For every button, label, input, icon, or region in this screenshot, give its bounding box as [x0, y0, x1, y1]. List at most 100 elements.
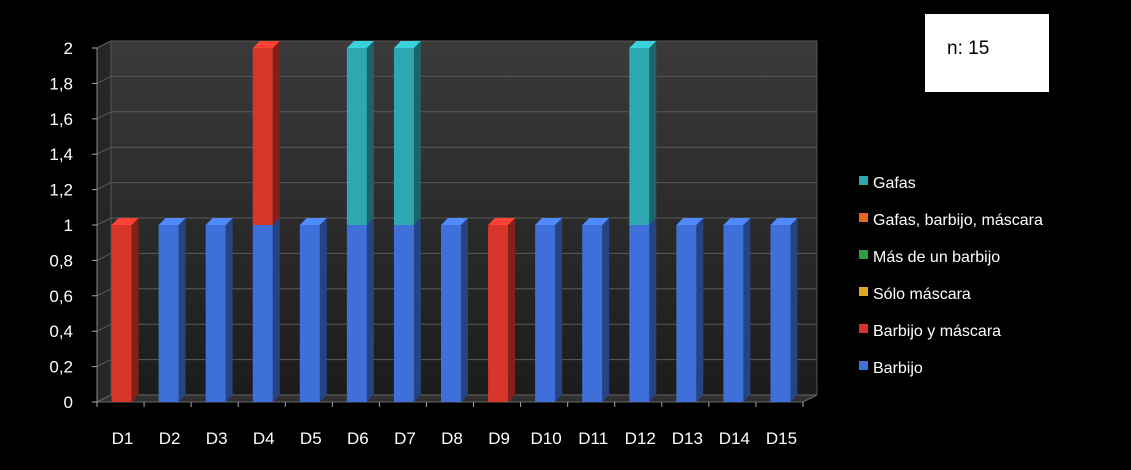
- bar-D6-barbijo: [346, 218, 374, 402]
- y-tick-label: 1,2: [49, 181, 73, 200]
- y-tick-label: 1: [64, 216, 73, 235]
- legend-label: Más de un barbijo: [873, 249, 1000, 266]
- bar-D9-barbijo-y-m-scara: [488, 218, 516, 402]
- gridline-side: [96, 359, 112, 368]
- bar-front: [158, 225, 179, 402]
- gridline-side: [96, 323, 112, 332]
- bar-side: [319, 218, 327, 402]
- bar-top: [205, 218, 233, 225]
- legend-item: Más de un barbijo: [859, 249, 1000, 266]
- x-tick-label: D6: [347, 429, 369, 448]
- bar-side: [602, 218, 610, 402]
- bar-side: [413, 218, 421, 402]
- gridline-side: [96, 75, 112, 84]
- gridline-side: [96, 252, 112, 261]
- bars: [111, 41, 798, 402]
- bar-top: [441, 218, 468, 225]
- bar-front: [346, 225, 367, 402]
- bar-D12-barbijo: [629, 218, 657, 402]
- x-tick-label: D3: [206, 429, 228, 448]
- bar-side: [696, 218, 704, 402]
- x-tick-label: D13: [672, 429, 703, 448]
- bar-side: [743, 218, 751, 402]
- bar-front: [441, 225, 461, 402]
- y-tick-label: 0,4: [49, 322, 73, 341]
- bar-side: [555, 218, 563, 402]
- bar-side: [272, 218, 280, 402]
- bar-side: [178, 218, 186, 402]
- bar-side: [131, 218, 139, 402]
- gridline-side: [96, 182, 112, 191]
- x-tick-label: D7: [394, 429, 416, 448]
- bar-D14-barbijo: [723, 218, 751, 402]
- bar-D5-barbijo: [299, 218, 327, 402]
- bar-top: [676, 218, 704, 225]
- bar-D1-barbijo-y-m-scara: [111, 218, 139, 402]
- bar-front: [629, 225, 650, 402]
- bar-side: [649, 218, 657, 402]
- y-tick-label: 2: [64, 39, 73, 58]
- gridline-side: [96, 288, 112, 297]
- y-tick-label: 0,8: [49, 251, 73, 270]
- legend: Gafas Gafas, barbijo, máscara Más de un ba…: [859, 175, 1043, 377]
- legend-label: Gafas: [873, 175, 916, 192]
- bar-side: [790, 218, 798, 402]
- legend-item: Barbijo: [859, 360, 923, 377]
- legend-label: Sólo máscara: [873, 286, 971, 303]
- y-tick-label: 0: [64, 393, 73, 412]
- bar-top: [770, 218, 798, 225]
- bar-top: [346, 41, 374, 48]
- legend-label: Barbijo y máscara: [873, 323, 1001, 340]
- bar-front: [535, 225, 556, 402]
- y-tick-label: 0,6: [49, 287, 73, 306]
- bar-D15-barbijo: [770, 218, 798, 402]
- bar-top: [629, 41, 657, 48]
- bar-side: [366, 41, 374, 225]
- x-tick-label: D2: [159, 429, 181, 448]
- bar-front: [111, 225, 132, 402]
- bar-D12-gafas: [629, 41, 657, 225]
- bar-top: [723, 218, 751, 225]
- legend-swatch: [859, 176, 868, 185]
- bar-D7-barbijo: [393, 218, 421, 402]
- y-tick-label: 1,4: [49, 145, 73, 164]
- legend-swatch: [859, 250, 868, 259]
- bar-D13-barbijo: [676, 218, 704, 402]
- gridline-side: [96, 146, 112, 155]
- x-tick-label: D12: [625, 429, 656, 448]
- legend-item: Sólo máscara: [859, 286, 971, 303]
- x-tick-label: D8: [441, 429, 463, 448]
- bar-D10-barbijo: [535, 218, 563, 402]
- legend-swatch: [859, 324, 868, 333]
- bar-D8-barbijo: [441, 218, 468, 402]
- bar-top: [535, 218, 563, 225]
- gridline-side: [96, 40, 112, 49]
- bar-side: [366, 218, 374, 402]
- bar-side: [413, 41, 421, 225]
- bar-D11-barbijo: [582, 218, 610, 402]
- bar-side: [649, 41, 657, 225]
- bar-top: [299, 218, 327, 225]
- x-tick-label: D11: [578, 429, 608, 448]
- bar-D3-barbijo: [205, 218, 233, 402]
- legend-item: Barbijo y máscara: [859, 323, 1001, 340]
- bar-side: [225, 218, 233, 402]
- bar-front: [393, 48, 414, 225]
- x-tick-label: D9: [488, 429, 510, 448]
- x-tick-label: D4: [253, 429, 275, 448]
- gridline-side: [96, 111, 112, 120]
- y-tick-label: 1,8: [49, 74, 73, 93]
- y-axis-tick-labels: 0 0,2 0,4 0,6 0,8 1 1,2 1,4 1,6 1,8 2: [49, 39, 97, 412]
- sample-size-box: n: 15: [925, 14, 1049, 92]
- bar-D7-gafas: [393, 41, 421, 225]
- bar-top: [158, 218, 186, 225]
- legend-swatch: [859, 287, 868, 296]
- bar-side: [272, 41, 280, 225]
- legend-swatch: [859, 213, 868, 222]
- legend-item: Gafas, barbijo, máscara: [859, 212, 1043, 229]
- bar-top: [582, 218, 610, 225]
- bar-front: [252, 225, 273, 402]
- bar-top: [488, 218, 516, 225]
- sample-size-label: n: 15: [947, 38, 990, 59]
